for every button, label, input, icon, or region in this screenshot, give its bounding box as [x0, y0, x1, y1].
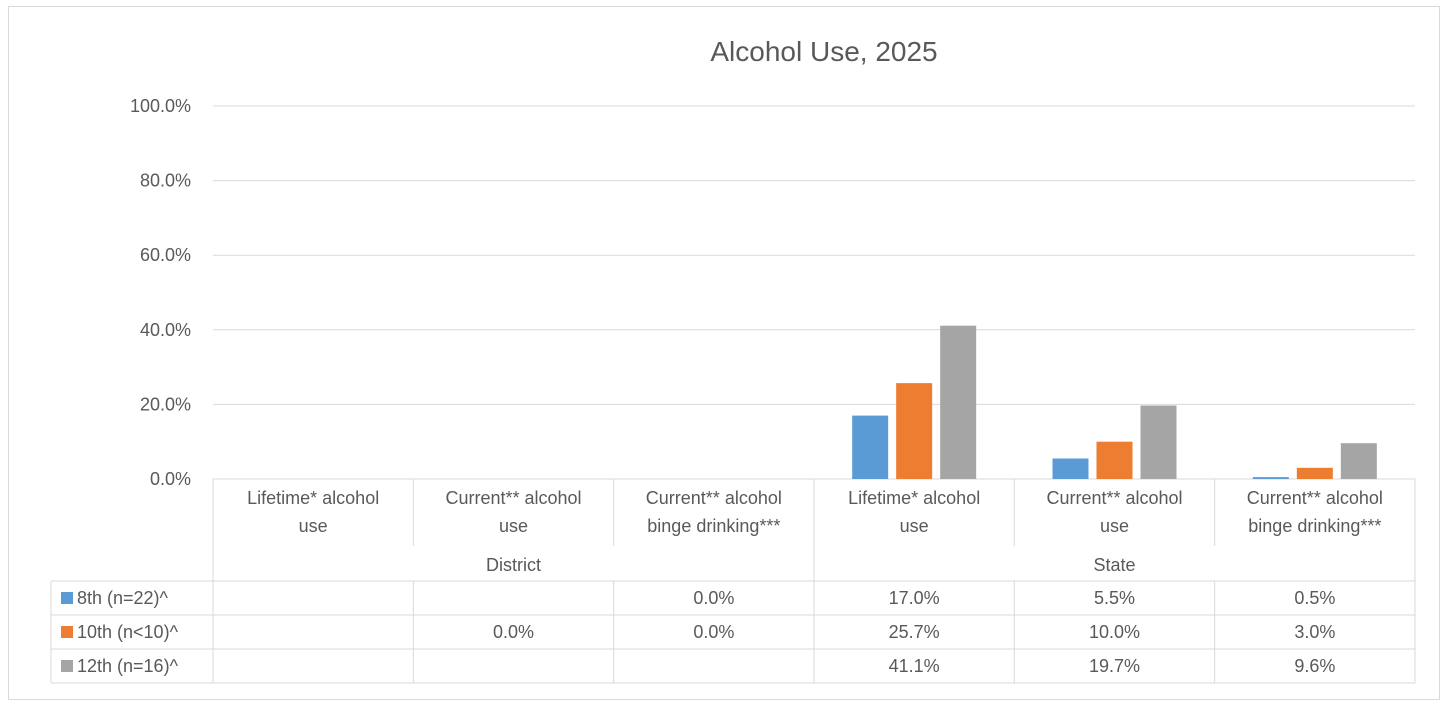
- chart-title: Alcohol Use, 2025: [710, 36, 937, 67]
- bar-3-4: [940, 325, 977, 479]
- group-label: State: [1093, 555, 1135, 575]
- data-table-cell: 41.1%: [889, 656, 940, 676]
- bar-2-5: [1096, 441, 1133, 479]
- category-label: Current** alcohol: [445, 488, 581, 508]
- group-label: District: [486, 555, 541, 575]
- data-table-cell: 0.5%: [1294, 588, 1335, 608]
- y-tick-label: 60.0%: [140, 245, 191, 265]
- data-table-cell: 0.0%: [693, 622, 734, 642]
- bar-2-4: [896, 383, 933, 479]
- y-tick-label: 100.0%: [130, 96, 191, 116]
- category-label: binge drinking***: [647, 516, 780, 536]
- bar-1-4: [852, 415, 889, 479]
- bar-3-5: [1140, 405, 1177, 479]
- data-table-cell: 19.7%: [1089, 656, 1140, 676]
- category-label: Current** alcohol: [1247, 488, 1383, 508]
- data-table-cell: 25.7%: [889, 622, 940, 642]
- legend-label: 10th (n<10)^: [77, 622, 179, 642]
- legend-key-3: [61, 660, 73, 672]
- legend-key-1: [61, 592, 73, 604]
- legend-key-2: [61, 626, 73, 638]
- data-table-cell: 3.0%: [1294, 622, 1335, 642]
- category-label: Lifetime* alcohol: [247, 488, 379, 508]
- data-table-cell: 17.0%: [889, 588, 940, 608]
- chart-frame: Alcohol Use, 2025 0.0% 20.0% 40.0% 60.0% 80.0…: [8, 6, 1440, 700]
- y-tick-label: 20.0%: [140, 394, 191, 414]
- category-label: Current** alcohol: [1046, 488, 1182, 508]
- legend-label: 8th (n=22)^: [77, 588, 169, 608]
- y-tick-label: 0.0%: [150, 469, 191, 489]
- category-label: Current** alcohol: [646, 488, 782, 508]
- category-label: use: [1100, 516, 1129, 536]
- data-table-cell: 10.0%: [1089, 622, 1140, 642]
- category-label: use: [499, 516, 528, 536]
- bar-2-6: [1296, 467, 1333, 479]
- data-table-cell: 0.0%: [493, 622, 534, 642]
- bar-1-5: [1052, 458, 1089, 479]
- bar-3-6: [1340, 443, 1377, 479]
- category-label: use: [299, 516, 328, 536]
- chart-svg: Alcohol Use, 2025 0.0% 20.0% 40.0% 60.0% 80.0…: [50, 36, 1416, 684]
- data-table-cell: 9.6%: [1294, 656, 1335, 676]
- legend-label: 12th (n=16)^: [77, 656, 179, 676]
- category-label: binge drinking***: [1248, 516, 1381, 536]
- category-label: Lifetime* alcohol: [848, 488, 980, 508]
- data-table-cell: 0.0%: [693, 588, 734, 608]
- category-label: use: [900, 516, 929, 536]
- y-tick-label: 40.0%: [140, 320, 191, 340]
- data-table-cell: 5.5%: [1094, 588, 1135, 608]
- bar-1-6: [1252, 477, 1289, 479]
- y-tick-label: 80.0%: [140, 171, 191, 191]
